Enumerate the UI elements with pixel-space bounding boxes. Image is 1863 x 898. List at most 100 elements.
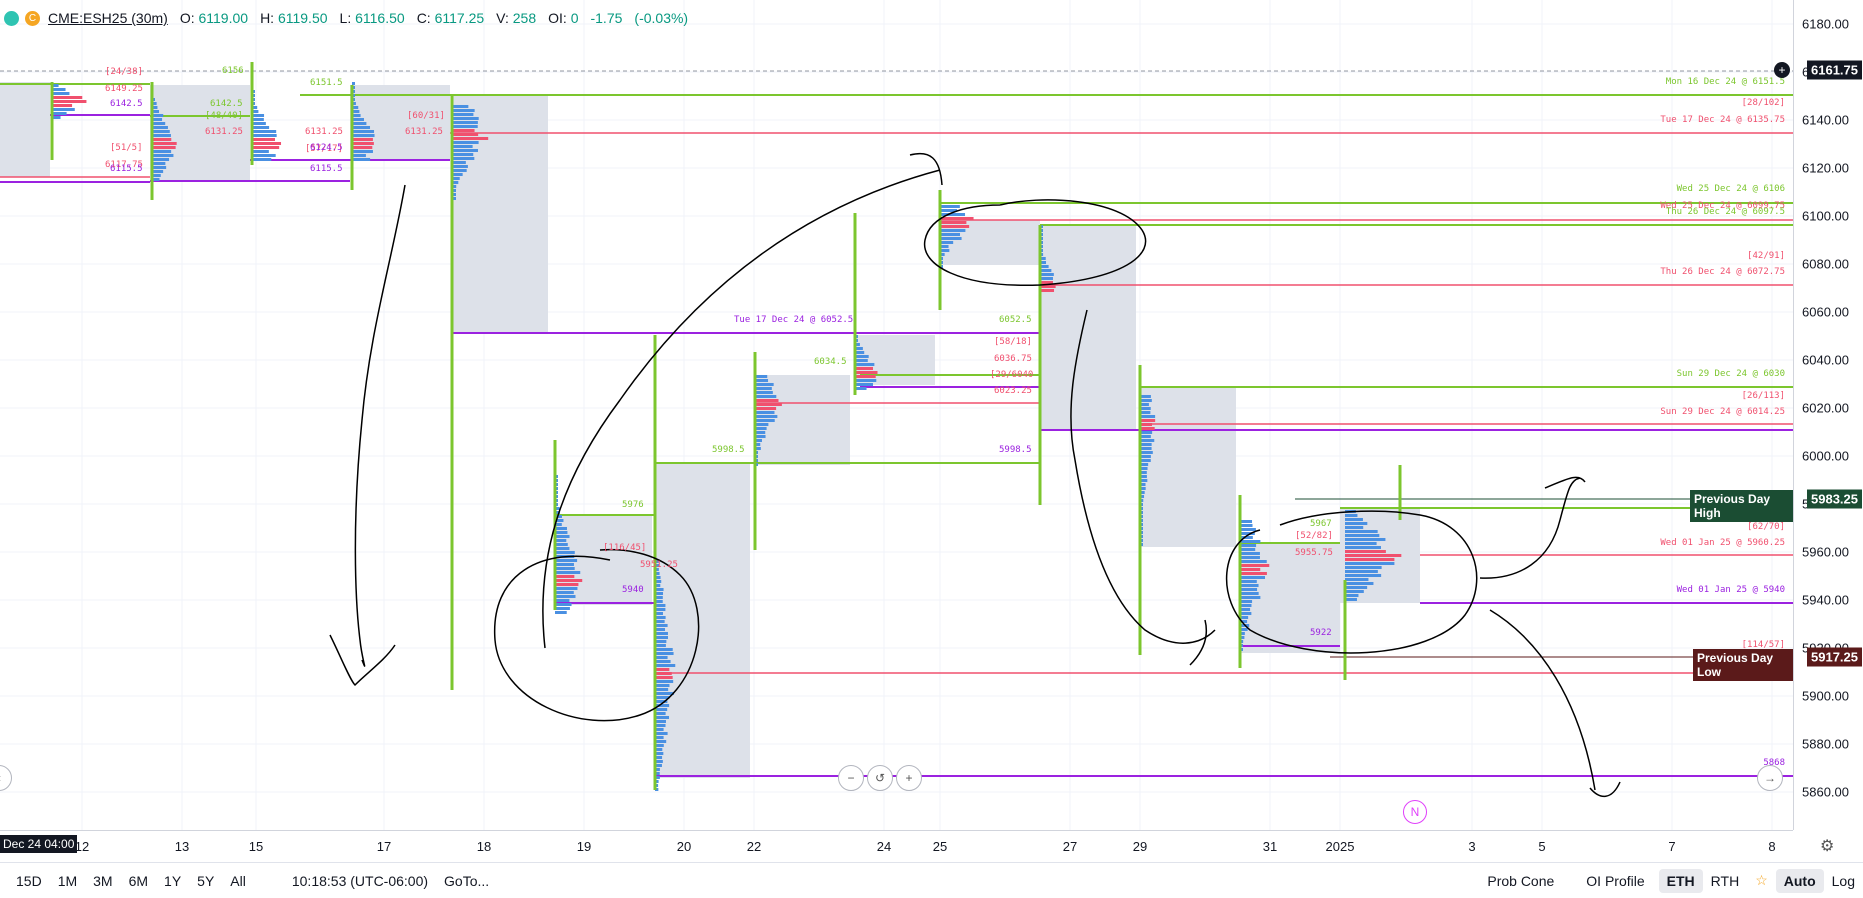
profile-bar <box>555 579 583 582</box>
profile-bar <box>1345 558 1395 561</box>
profile-bar <box>940 241 954 244</box>
current-price-label: 6161.75 <box>1807 60 1862 80</box>
profile-bar <box>1345 534 1380 537</box>
profile-bar <box>655 708 668 711</box>
profile-bar <box>152 102 157 105</box>
profile-bar <box>655 672 672 675</box>
profile-bar <box>655 768 660 771</box>
profile-bar <box>655 560 659 563</box>
time-axis[interactable]: Dec 24 04:00 12 13 15 17 18 19 20 22 24 25 27 29 31 2… <box>0 830 1834 861</box>
oi-profile-button[interactable]: OI Profile <box>1586 872 1645 889</box>
profile-bar <box>655 696 670 699</box>
profile-bar <box>755 399 779 402</box>
profile-bar <box>755 443 761 446</box>
bottom-toolbar: 15D 1M 3M 6M 1Y 5Y All 10:18:53 (UTC-06:00) Go… <box>0 862 1863 898</box>
profile-label: 5998.5 <box>712 445 745 455</box>
profile-bar <box>453 181 459 184</box>
profile-bar <box>152 130 170 133</box>
profile-bar <box>453 161 466 164</box>
profile-bar <box>755 411 775 414</box>
eth-button[interactable]: ETH <box>1658 868 1703 893</box>
level-label: Sun 29 Dec 24 @ 6014.25 <box>1660 407 1785 417</box>
profile-bar <box>52 112 67 115</box>
symbol-title[interactable]: CME:ESH25 (30m) <box>48 10 168 26</box>
range-button-6m[interactable]: 6M <box>128 872 149 889</box>
profile-bar <box>1240 600 1253 603</box>
profile-bar <box>1345 518 1363 521</box>
price-tick: 5880.00 <box>1802 736 1849 752</box>
profile-bar <box>252 138 276 141</box>
time-tick: 15 <box>248 839 264 854</box>
range-button-all[interactable]: All <box>230 872 246 889</box>
profile-bar <box>655 776 660 779</box>
scroll-right-icon[interactable]: → <box>1757 765 1783 791</box>
profile-bar <box>940 249 950 252</box>
crosshair-plus-icon[interactable]: + <box>1774 62 1790 78</box>
level-label: Sun 29 Dec 24 @ 6030 <box>1676 369 1785 379</box>
range-button-5y[interactable]: 5Y <box>197 872 215 889</box>
profile-bar <box>655 588 664 591</box>
settings-gear-icon[interactable]: ⚙ <box>1820 838 1835 855</box>
range-button-1m[interactable]: 1M <box>57 872 78 889</box>
range-button-1y[interactable]: 1Y <box>164 872 182 889</box>
auto-scale-button[interactable]: Auto <box>1775 868 1824 893</box>
profile-bar <box>252 134 277 137</box>
news-badge-icon[interactable]: N <box>1403 800 1427 824</box>
level-label: [114/57] <box>1741 640 1785 650</box>
reset-zoom-icon[interactable]: ↺ <box>867 765 893 791</box>
rth-button[interactable]: RTH <box>1710 872 1740 889</box>
profile-bar <box>555 607 570 610</box>
prob-cone-button[interactable]: Prob Cone <box>1487 872 1555 889</box>
star-icon[interactable]: ☆ <box>1755 872 1768 888</box>
profile-bar <box>1240 636 1245 639</box>
level-label: 5868 <box>1763 758 1785 768</box>
profile-bar <box>1040 273 1054 276</box>
price-tick: 6000.00 <box>1802 448 1849 464</box>
profile-bar <box>940 233 961 236</box>
zoom-in-icon[interactable]: + <box>896 765 922 791</box>
chart-area[interactable]: C CME:ESH25 (30m) O: 6119.00 H: 6119.50 … <box>0 0 1793 830</box>
profile-bar <box>755 427 767 430</box>
time-tick: 19 <box>576 839 592 854</box>
profile-bar <box>453 173 463 176</box>
time-tick: 5 <box>1538 839 1546 854</box>
profile-bar <box>655 640 667 643</box>
profile-labels: [24/38] 6149.25 6142.5 [51/5] 6117.75 61… <box>105 66 1333 638</box>
profile-bar <box>755 383 774 386</box>
profile-label: 5976 <box>622 500 644 510</box>
level-label: [28/102] <box>1741 98 1785 108</box>
profile-bar <box>555 571 581 574</box>
profile-bar <box>755 395 777 398</box>
profile-bar <box>940 217 974 220</box>
range-button-15d[interactable]: 15D <box>16 872 42 889</box>
goto-button[interactable]: GoTo... <box>444 872 490 889</box>
profile-bar <box>655 580 662 583</box>
log-scale-button[interactable]: Log <box>1831 872 1855 889</box>
profile-bar <box>453 197 456 200</box>
profile-bar <box>555 591 574 594</box>
profile-bar <box>1240 576 1266 579</box>
profile-label: 6142.5 <box>110 99 143 109</box>
profile-bar <box>1240 568 1261 571</box>
profile-bar <box>352 102 356 105</box>
profile-bar <box>655 720 666 723</box>
profile-bar <box>1240 552 1260 555</box>
profile-bar <box>1345 578 1369 581</box>
zoom-out-icon[interactable]: − <box>838 765 864 791</box>
profile-bar <box>1140 435 1151 438</box>
level-label: Tue 17 Dec 24 @ 6052.5 <box>734 315 854 325</box>
profile-bar <box>555 567 575 570</box>
profile-bar <box>655 692 674 695</box>
profile-bar <box>655 668 670 671</box>
profile-bar <box>1345 566 1382 569</box>
profile-bar <box>1240 528 1256 531</box>
profile-bar <box>453 117 479 120</box>
profile-bar <box>352 146 373 149</box>
profile-bar <box>655 600 663 603</box>
profile-bar <box>655 660 671 663</box>
clock-display[interactable]: 10:18:53 (UTC-06:00) <box>291 872 429 889</box>
price-axis[interactable]: 6180.006160.006140.006120.006100.006080.… <box>1774 0 1863 830</box>
profile-bar <box>655 764 662 767</box>
range-button-3m[interactable]: 3M <box>93 872 113 889</box>
profile-label: [24/38] <box>105 67 143 77</box>
